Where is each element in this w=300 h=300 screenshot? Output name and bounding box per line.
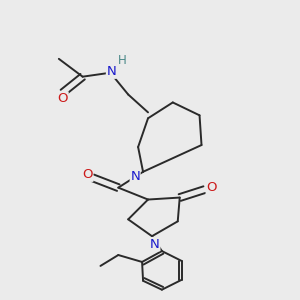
Text: N: N <box>150 238 160 250</box>
Text: H: H <box>118 54 127 67</box>
Text: O: O <box>58 92 68 105</box>
Text: N: N <box>106 65 116 78</box>
Text: O: O <box>206 181 217 194</box>
Text: O: O <box>82 168 93 181</box>
Text: N: N <box>130 170 140 183</box>
